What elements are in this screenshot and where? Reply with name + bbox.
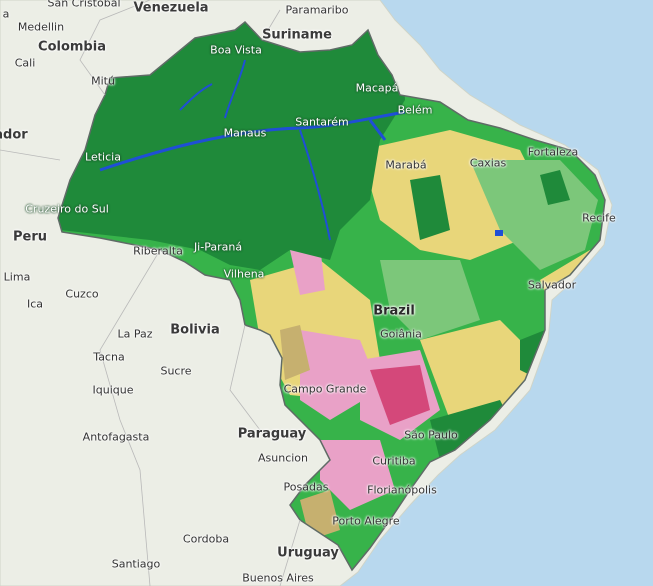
label-fortaleza: Fortaleza xyxy=(527,145,579,159)
label-mitu: Mitú xyxy=(91,74,115,88)
label-brazil: Brazil xyxy=(373,303,415,319)
label-posadas: Posadas xyxy=(283,480,329,494)
label-vilhena: Vilhena xyxy=(223,267,265,281)
label-riberalta: Riberalta xyxy=(133,244,183,258)
label-paraguay: Paraguay xyxy=(237,426,307,442)
label-cordoba: Cordoba xyxy=(182,532,230,546)
label-cuzco: Cuzco xyxy=(65,287,99,301)
label-top-left-a: a xyxy=(2,7,10,21)
country-borders xyxy=(0,0,301,586)
label-salvador: Salvador xyxy=(527,278,577,292)
label-san-cristobal: San Cristobal xyxy=(47,0,121,10)
label-la-paz: La Paz xyxy=(117,327,153,341)
label-recife: Recife xyxy=(582,211,616,225)
label-asuncion: Asuncion xyxy=(257,451,309,465)
label-medellin: Medellin xyxy=(17,20,65,34)
label-manaus: Manaus xyxy=(223,126,267,140)
label-uruguay: Uruguay xyxy=(277,545,339,561)
label-porto-alegre: Porto Alegre xyxy=(332,514,400,528)
label-ji-parana: Ji-Paraná xyxy=(193,240,243,254)
label-boa-vista: Boa Vista xyxy=(210,43,262,57)
label-belem: Belém xyxy=(397,103,433,117)
label-suriname: Suriname xyxy=(262,27,332,43)
label-antofagasta: Antofagasta xyxy=(82,430,150,444)
label-santiago: Santiago xyxy=(111,557,161,571)
label-tacna: Tacna xyxy=(93,350,125,364)
label-venezuela: Venezuela xyxy=(133,0,209,16)
label-goiania: Goiânia xyxy=(380,327,422,341)
label-santarem: Santarém xyxy=(295,115,349,129)
label-sucre: Sucre xyxy=(160,364,192,378)
label-paramaribo: Paramaribo xyxy=(285,3,349,17)
label-maraba: Marabá xyxy=(385,158,427,172)
label-cali: Cali xyxy=(14,56,36,70)
label-peru: Peru xyxy=(12,229,48,245)
label-leticia: Leticia xyxy=(85,150,121,164)
label-macapa: Macapá xyxy=(355,81,399,95)
label-sao-paulo: São Paulo xyxy=(404,428,458,442)
label-cruzeiro-do-sul: Cruzeiro do Sul xyxy=(25,202,109,216)
label-caxias: Caxias xyxy=(469,156,507,170)
label-ecuador: ador xyxy=(0,127,28,143)
label-buenos-aires: Buenos Aires xyxy=(242,571,314,585)
label-colombia: Colombia xyxy=(38,39,106,55)
label-florianopolis: Florianópolis xyxy=(367,483,437,497)
label-ica: Ica xyxy=(26,297,44,311)
label-campo-grande: Campo Grande xyxy=(283,382,367,396)
label-curitiba: Curitiba xyxy=(372,454,416,468)
label-iquique: Iquique xyxy=(92,383,134,397)
label-lima: Lima xyxy=(3,270,31,284)
brazil-border xyxy=(57,20,606,572)
label-bolivia: Bolivia xyxy=(170,322,220,338)
